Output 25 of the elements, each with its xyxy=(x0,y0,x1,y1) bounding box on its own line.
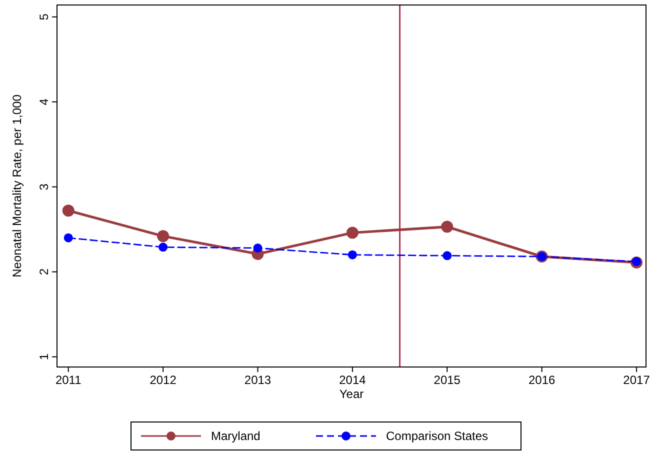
x-axis-title: Year xyxy=(339,387,364,401)
x-tick-label: 2011 xyxy=(55,373,82,387)
y-tick-label: 2 xyxy=(37,268,51,276)
x-tick-label: 2013 xyxy=(244,373,272,387)
y-tick-label: 1 xyxy=(37,353,51,360)
x-tick-label: 2017 xyxy=(623,373,650,387)
legend-label: Maryland xyxy=(211,429,260,443)
x-tick-label: 2016 xyxy=(528,373,556,387)
x-tick-label: 2014 xyxy=(339,373,366,387)
point xyxy=(157,230,170,242)
point xyxy=(253,244,262,253)
legend-label: Comparison States xyxy=(386,429,488,443)
point xyxy=(346,226,358,239)
point xyxy=(158,242,168,252)
point xyxy=(441,220,454,233)
x-tick-label: 2015 xyxy=(434,373,461,387)
y-tick-label: 5 xyxy=(37,13,51,20)
y-tick-label: 3 xyxy=(37,183,51,190)
point xyxy=(442,251,452,260)
point xyxy=(348,250,357,260)
x-tick-label: 2012 xyxy=(150,373,177,387)
point xyxy=(64,233,73,242)
y-axis-title: Neonatal Mortality Rate, per 1,000 xyxy=(10,94,24,278)
y-tick-label: 4 xyxy=(37,98,51,106)
point xyxy=(62,204,74,217)
